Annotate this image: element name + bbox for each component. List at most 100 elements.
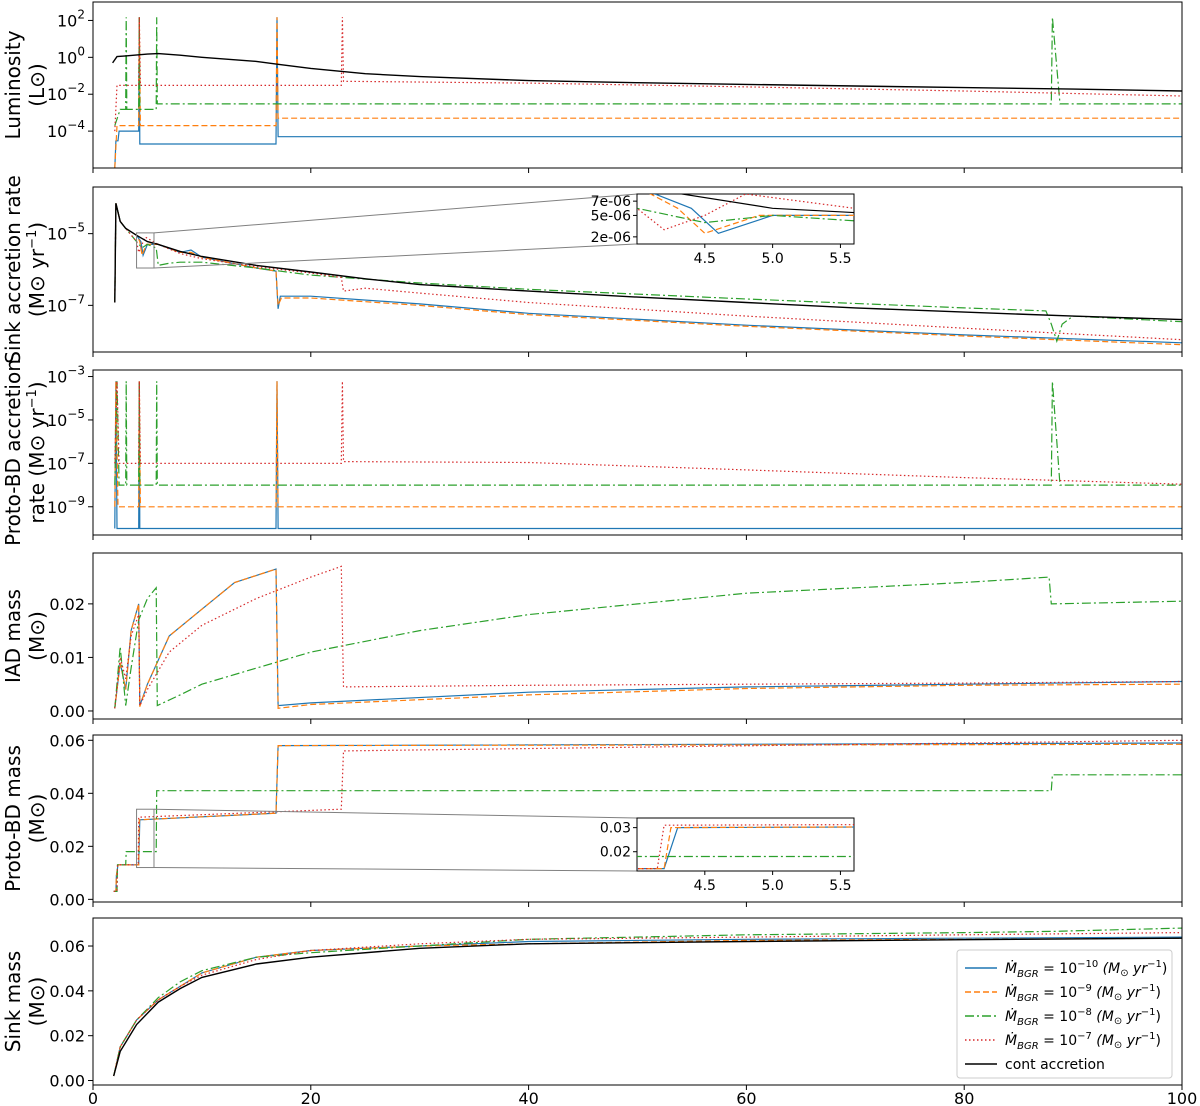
series-line-bgr_1e-7 xyxy=(114,565,1182,709)
series-line-cont xyxy=(112,52,1182,92)
series-line-bgr_1e-7 xyxy=(114,381,1182,485)
y-axis-label: Luminosity xyxy=(1,30,25,139)
legend-label-bgr_1e-9: ṀBGR = 10−9 (M⊙ yr−1) xyxy=(1005,983,1161,1004)
y-tick-label: 0.04 xyxy=(49,784,85,803)
y-tick-label: 0.02 xyxy=(49,1027,85,1046)
inset-y-tick-label: 5e-06 xyxy=(591,208,631,224)
series-line-bgr_1e-9 xyxy=(114,17,1182,168)
series-line-bgr_1e-9 xyxy=(114,203,1182,346)
y-axis-label: (M⊙) xyxy=(25,611,49,661)
inset-x-tick-label: 5.5 xyxy=(829,251,851,267)
zoom-box xyxy=(136,808,155,869)
series-line-bgr_1e-10 xyxy=(114,17,1182,168)
y-tick-label: 0.00 xyxy=(49,890,85,909)
axes-frame xyxy=(92,734,1183,903)
y-tick-label: 0.06 xyxy=(49,731,85,750)
series-line-bgr_1e-9 xyxy=(113,743,1182,892)
axes-frame xyxy=(92,1,1183,169)
series-line-bgr_1e-10 xyxy=(114,568,1182,709)
y-tick-label: 10−9 xyxy=(47,494,85,517)
inset-y-tick-label: 0.02 xyxy=(600,845,631,861)
inset-proto_bd_mass: 4.5 5.0 5.5 0.03 0.02 xyxy=(136,808,855,894)
y-tick-label: 10−7 xyxy=(47,450,85,473)
y-axis-label: Proto-BD mass xyxy=(1,745,25,892)
zoom-connector xyxy=(153,867,638,872)
inset-frame xyxy=(636,817,855,872)
x-tick-label: 0 xyxy=(88,1089,98,1106)
y-axis-label: rate (M⊙ yr−1) xyxy=(25,381,49,523)
y-tick-label: 0.00 xyxy=(49,702,85,721)
legend-label-bgr_1e-10: ṀBGR = 10−10 (M⊙ yr−1) xyxy=(1005,959,1167,980)
y-tick-label: 0.02 xyxy=(49,595,85,614)
inset-y-tick-label: 7e-06 xyxy=(591,194,631,210)
zoom-connector xyxy=(153,808,638,819)
series-line-bgr_1e-8 xyxy=(114,576,1182,709)
y-tick-label: 10−7 xyxy=(47,292,85,315)
series-line-cont xyxy=(114,203,1182,321)
y-tick-label: 10−3 xyxy=(47,364,85,387)
y-tick-label: 10−5 xyxy=(47,407,85,430)
y-tick-label: 0.06 xyxy=(49,937,85,956)
y-tick-label: 10−2 xyxy=(47,81,85,104)
inset-y-tick-label: 0.03 xyxy=(600,821,631,837)
inset-x-tick-label: 4.5 xyxy=(694,251,716,267)
y-axis-label: Proto-BD accretion xyxy=(1,359,25,546)
x-axis-tick-labels: 0 20 40 60 80 100 xyxy=(88,1089,1197,1106)
panel-proto_bd_accretion_rate: 10−3 10−5 10−7 10−9 Proto-BD accretion rate (… xyxy=(1,359,1183,546)
x-tick-label: 40 xyxy=(518,1089,538,1106)
axes-frame xyxy=(92,369,1183,536)
series-line-bgr_1e-7 xyxy=(113,932,1182,1077)
series-group-iad_mass xyxy=(114,565,1182,709)
x-tick-label: 100 xyxy=(1167,1089,1198,1106)
zoom-box xyxy=(136,232,155,269)
inset-x-tick-label: 4.5 xyxy=(694,878,716,894)
legend-label-bgr_1e-7: ṀBGR = 10−7 (M⊙ yr−1) xyxy=(1005,1031,1161,1052)
series-group-luminosity xyxy=(112,17,1182,168)
series-group-sink_mass xyxy=(113,927,1182,1077)
x-tick-label: 20 xyxy=(301,1089,321,1106)
series-group-proto_bd_mass xyxy=(113,739,1182,892)
legend-label-cont: cont accretion xyxy=(1005,1057,1105,1073)
legend-label-bgr_1e-8: ṀBGR = 10−8 (M⊙ yr−1) xyxy=(1005,1007,1161,1028)
y-tick-label: 0.04 xyxy=(49,982,85,1001)
inset-series-line-bgr_1e-7 xyxy=(637,824,854,870)
inset-x-tick-label: 5.0 xyxy=(761,251,783,267)
series-line-bgr_1e-7 xyxy=(114,203,1182,341)
inset-x-tick-label: 5.0 xyxy=(761,878,783,894)
axes-frame xyxy=(92,917,1183,1086)
y-axis-label: Sink accretion rate xyxy=(1,175,25,364)
legend-box xyxy=(956,949,1173,1079)
y-axis-label: (M⊙) xyxy=(25,977,49,1027)
y-tick-label: 10−4 xyxy=(47,118,85,141)
y-tick-label: 0.00 xyxy=(49,1072,85,1091)
series-line-bgr_1e-8 xyxy=(114,17,1182,126)
inset-series-line-bgr_1e-10 xyxy=(637,826,854,870)
inset-frame xyxy=(636,193,855,245)
panel-sink_accretion_rate: 10−5 10−7 Sink accretion rate (M⊙ yr−1) 4.5 5… xyxy=(1,175,1183,364)
y-tick-label: 10−5 xyxy=(47,221,85,244)
series-line-bgr_1e-9 xyxy=(114,381,1182,508)
x-tick-label: 60 xyxy=(736,1089,756,1106)
series-group-proto_bd_accretion_rate xyxy=(114,381,1182,530)
series-line-bgr_1e-9 xyxy=(114,568,1182,709)
panel-proto_bd_mass: 0.06 0.04 0.02 0.00 Proto-BD mass (M⊙) 4.5 5.0 5… xyxy=(1,731,1183,909)
panel-luminosity: 102 100 10−2 10−4 Luminosity (L⊙) xyxy=(1,1,1183,173)
y-axis-label: (M⊙) xyxy=(25,794,49,844)
series-group-sink_accretion_rate xyxy=(114,203,1182,346)
zoom-connector xyxy=(153,193,638,234)
y-axis-label: (M⊙ yr−1) xyxy=(25,222,49,317)
y-axis-label: Sink mass xyxy=(1,951,25,1052)
x-tick-label: 80 xyxy=(954,1089,974,1106)
inset-y-tick-label: 2e-06 xyxy=(591,230,631,246)
axes-frame xyxy=(92,552,1183,720)
y-axis-label: IAD mass xyxy=(1,589,25,683)
series-line-bgr_1e-7 xyxy=(114,17,1182,132)
series-line-bgr_1e-8 xyxy=(113,774,1182,892)
panel-iad_mass: 0.02 0.01 0.00 IAD mass (M⊙) xyxy=(1,552,1183,724)
y-tick-label: 0.02 xyxy=(49,837,85,856)
inset-series-group xyxy=(637,824,854,870)
legend: ṀBGR = 10−10 (M⊙ yr−1) ṀBGR = 10−9 (M⊙ yr… xyxy=(956,949,1173,1079)
inset-x-tick-label: 5.5 xyxy=(829,878,851,894)
